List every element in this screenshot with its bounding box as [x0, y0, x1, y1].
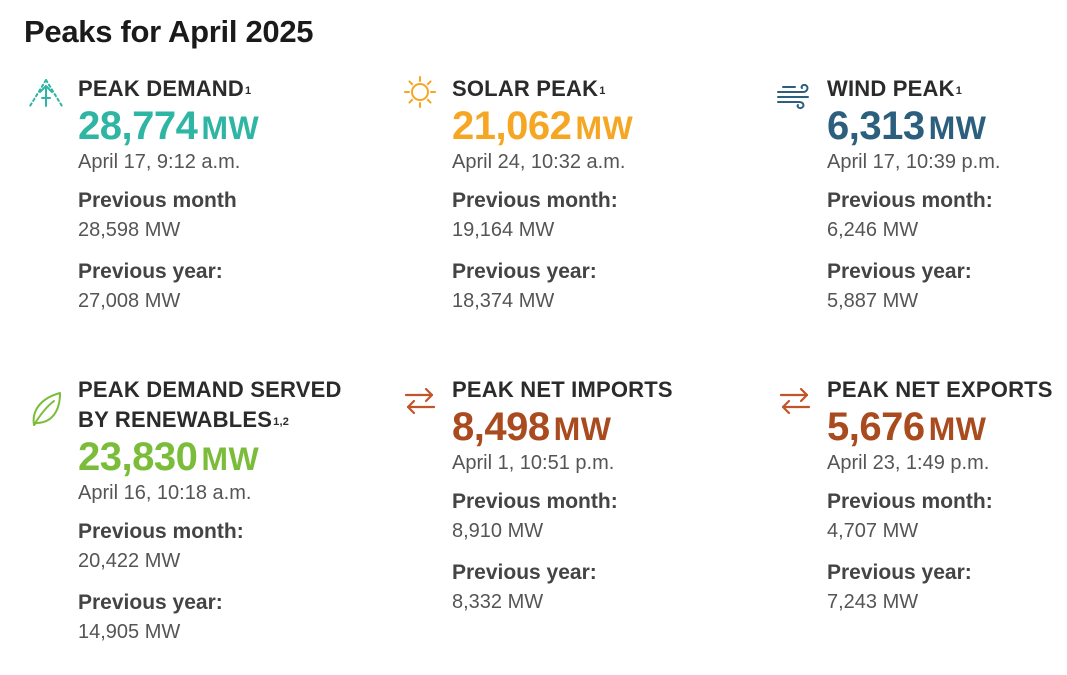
card-title: PEAK NET IMPORTS	[452, 377, 673, 402]
previous-month-value: 6,246 MW	[827, 219, 919, 241]
peak-value: 6,313 MW	[827, 104, 987, 148]
sun-icon	[400, 74, 440, 114]
previous-year-value: 8,332 MW	[452, 591, 544, 613]
card-title: SOLAR PEAK1	[452, 76, 606, 101]
previous-month-label: Previous month:	[452, 189, 618, 212]
previous-year-label: Previous year:	[78, 591, 223, 614]
previous-month-value: 4,707 MW	[827, 520, 919, 542]
previous-year-value: 27,008 MW	[78, 290, 181, 312]
previous-year-value: 5,887 MW	[827, 290, 919, 312]
previous-month-label: Previous month:	[827, 189, 993, 212]
wind-icon	[775, 74, 815, 114]
previous-year-label: Previous year:	[452, 561, 597, 584]
peak-value: 21,062 MW	[452, 104, 634, 148]
previous-month-label: Previous month:	[452, 490, 618, 513]
previous-month-label: Previous month	[78, 189, 237, 212]
peak-value: 28,774 MW	[78, 104, 260, 148]
previous-month-value: 8,910 MW	[452, 520, 544, 542]
exchange-arrows-icon	[400, 381, 440, 421]
previous-year-value: 18,374 MW	[452, 290, 555, 312]
previous-month-value: 28,598 MW	[78, 219, 181, 241]
previous-year-label: Previous year:	[452, 260, 597, 283]
previous-month-value: 19,164 MW	[452, 219, 555, 241]
peak-value: 23,830 MW	[78, 435, 260, 479]
peak-date: April 17, 9:12 a.m.	[78, 151, 241, 173]
card-title: PEAK DEMAND SERVED BY RENEWABLES1,2	[78, 377, 342, 432]
previous-year-label: Previous year:	[827, 561, 972, 584]
peak-date: April 1, 10:51 p.m.	[452, 452, 615, 474]
peak-value: 8,498 MW	[452, 405, 612, 449]
card-title: PEAK DEMAND1	[78, 76, 252, 101]
previous-month-label: Previous month:	[827, 490, 993, 513]
peak-date: April 16, 10:18 a.m.	[78, 482, 252, 504]
peak-date: April 24, 10:32 a.m.	[452, 151, 626, 173]
peak-date: April 23, 1:49 p.m.	[827, 452, 990, 474]
previous-year-label: Previous year:	[78, 260, 223, 283]
peak-value: 5,676 MW	[827, 405, 987, 449]
leaf-icon	[26, 389, 66, 429]
peak-date: April 17, 10:39 p.m.	[827, 151, 1001, 173]
page-title: Peaks for April 2025	[24, 14, 314, 49]
previous-month-label: Previous month:	[78, 520, 244, 543]
previous-year-label: Previous year:	[827, 260, 972, 283]
previous-year-value: 14,905 MW	[78, 621, 181, 643]
demand-tower-icon	[26, 74, 66, 114]
card-title: WIND PEAK1	[827, 76, 963, 101]
card-title: PEAK NET EXPORTS	[827, 377, 1053, 402]
exchange-arrows-icon	[775, 381, 815, 421]
previous-year-value: 7,243 MW	[827, 591, 919, 613]
previous-month-value: 20,422 MW	[78, 550, 181, 572]
